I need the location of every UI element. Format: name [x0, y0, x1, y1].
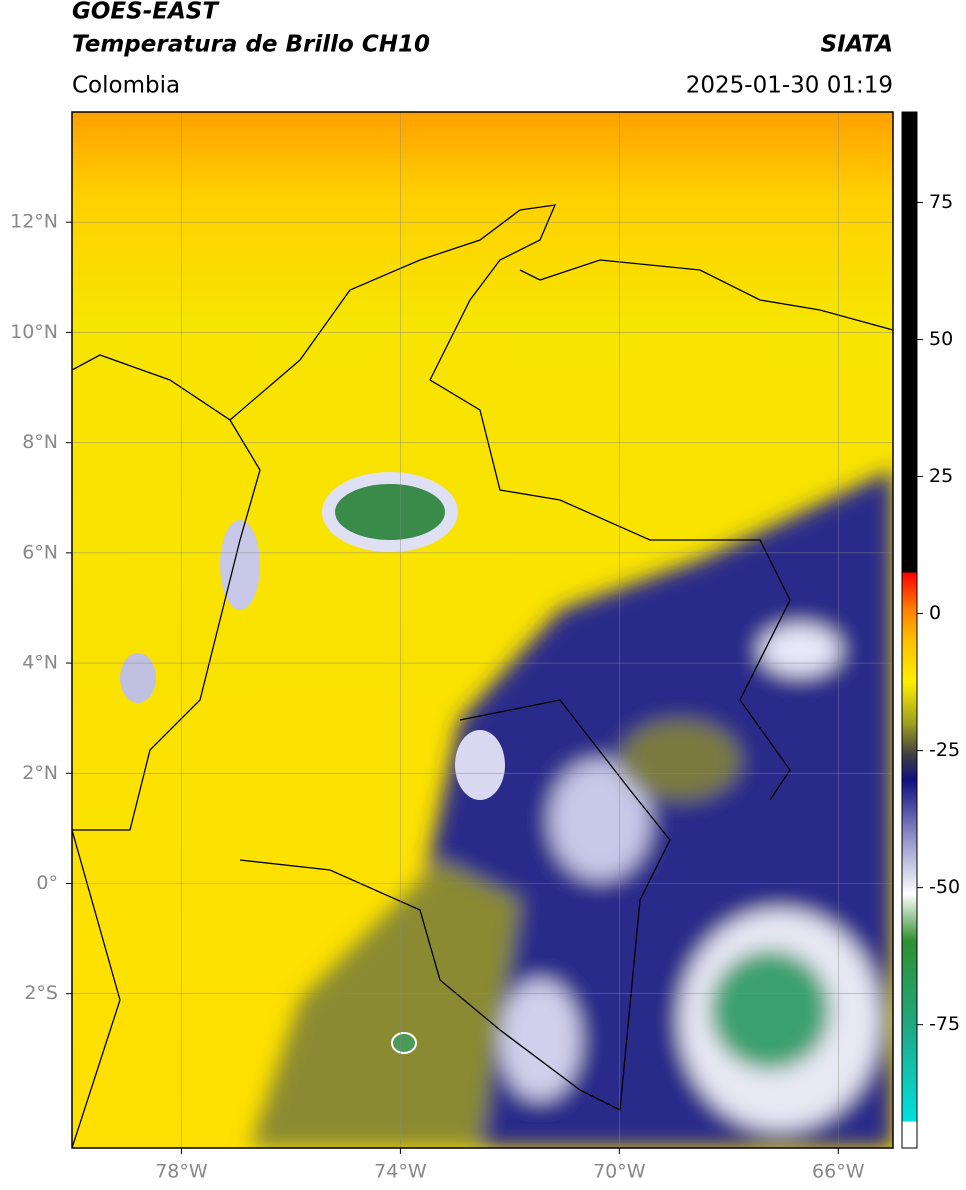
y-tick-label: 2°S — [24, 982, 58, 1004]
source: SIATA — [821, 32, 893, 58]
colorbar-tick-label: 75 — [929, 191, 953, 213]
colorbar-tick-label: 25 — [929, 465, 953, 487]
title: GOES-EAST — [72, 0, 220, 25]
y-tick-label: 2°N — [22, 762, 58, 784]
y-tick-label: 10°N — [10, 321, 58, 343]
y-tick-label: 6°N — [22, 541, 58, 563]
colorbar-tick-label: -75 — [929, 1013, 960, 1035]
y-tick-label: 8°N — [22, 431, 58, 453]
x-tick-label: 78°W — [155, 1161, 208, 1183]
y-tick-label: 0° — [36, 872, 58, 894]
grid — [72, 112, 893, 1148]
colorbar-tick-label: -25 — [929, 739, 960, 761]
colorbar-tick-label: 0 — [929, 602, 941, 624]
colorbar — [901, 111, 918, 1149]
x-tick-label: 70°W — [593, 1161, 646, 1183]
timestamp: 2025-01-30 01:19 — [686, 73, 893, 99]
region: Colombia — [72, 73, 180, 99]
x-tick-label: 74°W — [374, 1161, 427, 1183]
y-tick-label: 4°N — [22, 652, 58, 674]
colorbar-tick-label: 50 — [929, 328, 953, 350]
y-tick-label: 12°N — [10, 211, 58, 233]
subtitle: Temperatura de Brillo CH10 — [72, 32, 430, 58]
x-tick-label: 66°W — [812, 1161, 865, 1183]
map-frame — [71, 111, 894, 1149]
colorbar-tick-label: -50 — [929, 876, 960, 898]
map-image — [72, 112, 893, 1148]
